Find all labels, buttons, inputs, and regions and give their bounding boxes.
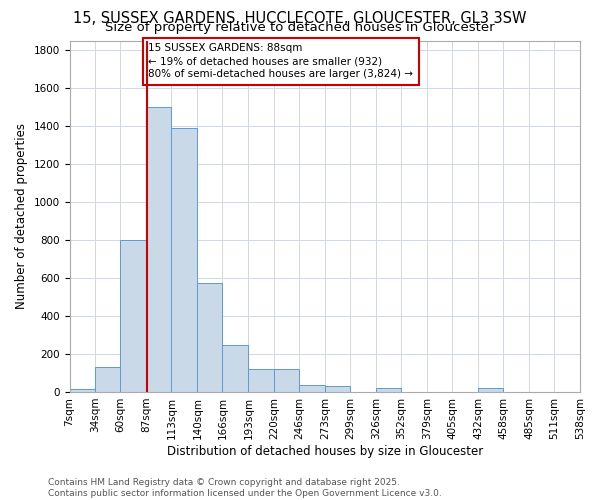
Bar — [274, 369, 299, 392]
Bar — [299, 386, 325, 392]
Text: 15 SUSSEX GARDENS: 88sqm
← 19% of detached houses are smaller (932)
80% of semi-: 15 SUSSEX GARDENS: 88sqm ← 19% of detach… — [148, 43, 413, 80]
Bar — [70, 389, 95, 392]
Bar — [121, 240, 146, 392]
Bar — [223, 344, 248, 392]
X-axis label: Distribution of detached houses by size in Gloucester: Distribution of detached houses by size … — [167, 444, 483, 458]
Bar — [248, 369, 274, 392]
Bar — [376, 388, 401, 392]
Bar — [146, 108, 172, 392]
Bar — [478, 388, 503, 392]
Y-axis label: Number of detached properties: Number of detached properties — [15, 124, 28, 310]
Text: 15, SUSSEX GARDENS, HUCCLECOTE, GLOUCESTER, GL3 3SW: 15, SUSSEX GARDENS, HUCCLECOTE, GLOUCEST… — [73, 11, 527, 26]
Bar — [325, 386, 350, 392]
Bar — [172, 128, 197, 392]
Text: Size of property relative to detached houses in Gloucester: Size of property relative to detached ho… — [105, 22, 495, 35]
Bar — [95, 368, 121, 392]
Text: Contains HM Land Registry data © Crown copyright and database right 2025.
Contai: Contains HM Land Registry data © Crown c… — [48, 478, 442, 498]
Bar — [197, 283, 223, 392]
